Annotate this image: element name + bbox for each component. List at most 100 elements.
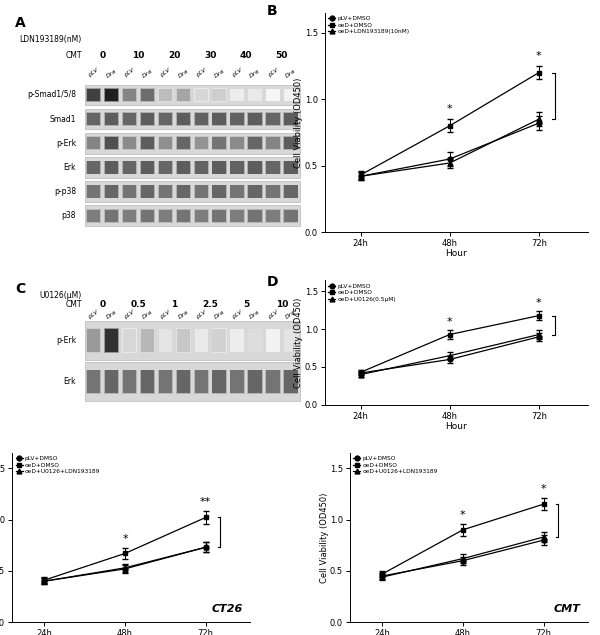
Text: Dra: Dra — [106, 68, 118, 78]
Bar — [105, 113, 118, 125]
Bar — [140, 328, 155, 352]
Bar — [266, 161, 280, 173]
Bar — [158, 370, 172, 394]
Bar — [140, 370, 155, 394]
Bar — [194, 113, 208, 125]
Bar — [283, 209, 298, 222]
Text: 30: 30 — [204, 51, 217, 60]
Bar — [104, 328, 119, 352]
Bar — [265, 370, 281, 394]
Bar — [283, 137, 298, 150]
Text: Erk: Erk — [64, 163, 76, 172]
Text: *: * — [536, 51, 542, 60]
Text: pLV: pLV — [124, 309, 136, 319]
Text: Erk: Erk — [64, 377, 76, 386]
Legend: pLV+DMSO, oeD+DMSO, oeD+U0126(0.5μM): pLV+DMSO, oeD+DMSO, oeD+U0126(0.5μM) — [328, 283, 397, 302]
Text: 40: 40 — [240, 51, 253, 60]
Bar — [230, 209, 245, 222]
Bar — [122, 88, 137, 102]
Bar — [87, 161, 100, 173]
Bar — [176, 370, 191, 394]
Text: pLV: pLV — [195, 309, 207, 319]
Bar — [176, 328, 191, 352]
Text: 50: 50 — [276, 51, 288, 60]
Bar — [122, 328, 137, 352]
Bar — [284, 185, 298, 197]
Bar — [212, 210, 226, 222]
Bar — [105, 210, 118, 222]
Text: U0126(μM): U0126(μM) — [40, 291, 82, 300]
Text: *: * — [122, 534, 128, 544]
Text: C: C — [15, 282, 25, 296]
Legend: pLV+DMSO, oeD+DMSO, oeD+U0126+LDN193189: pLV+DMSO, oeD+DMSO, oeD+U0126+LDN193189 — [15, 456, 100, 475]
Bar — [194, 185, 208, 197]
Bar — [230, 370, 244, 394]
Text: Dra: Dra — [177, 309, 190, 319]
Bar — [141, 370, 154, 394]
Bar — [86, 185, 101, 198]
X-axis label: Hour: Hour — [446, 250, 467, 258]
Bar — [212, 137, 227, 150]
Bar — [104, 161, 119, 174]
Bar — [105, 137, 118, 149]
Text: 0: 0 — [100, 300, 106, 309]
Bar — [158, 113, 172, 125]
Bar — [123, 329, 136, 352]
Bar — [141, 161, 154, 173]
Bar — [284, 210, 298, 222]
Bar — [194, 137, 209, 150]
Bar — [86, 137, 101, 150]
Bar — [140, 161, 155, 174]
Bar — [158, 161, 173, 174]
Text: B: B — [267, 4, 278, 18]
Text: pLV: pLV — [231, 309, 243, 319]
Bar — [176, 370, 190, 394]
Bar — [122, 185, 137, 198]
Text: 20: 20 — [168, 51, 181, 60]
Bar — [123, 89, 136, 101]
Text: *: * — [536, 298, 542, 308]
Bar — [140, 185, 155, 198]
Bar — [158, 89, 172, 101]
Text: pLV: pLV — [267, 68, 279, 78]
Bar — [230, 185, 244, 197]
Bar — [87, 329, 100, 352]
Bar — [122, 112, 137, 126]
Bar — [105, 185, 118, 197]
Bar — [141, 113, 154, 125]
Bar — [158, 137, 172, 149]
Bar — [85, 133, 300, 154]
Bar — [158, 210, 172, 222]
Text: D: D — [267, 275, 278, 289]
Bar — [230, 161, 244, 173]
Bar — [123, 210, 136, 222]
Bar — [87, 113, 100, 125]
Bar — [248, 89, 262, 101]
Bar — [86, 328, 101, 352]
Bar — [158, 88, 173, 102]
Bar — [283, 112, 298, 126]
Text: *: * — [541, 484, 547, 494]
Bar — [105, 329, 118, 352]
Bar — [140, 88, 155, 102]
Bar — [266, 137, 280, 149]
Text: *: * — [447, 317, 452, 327]
X-axis label: Hour: Hour — [446, 422, 467, 431]
Bar — [248, 370, 262, 394]
Bar — [85, 157, 300, 178]
Text: Dra: Dra — [106, 309, 118, 319]
Bar — [284, 161, 298, 173]
Bar — [247, 209, 263, 222]
Bar — [212, 185, 226, 197]
Bar — [230, 113, 244, 125]
Text: *: * — [460, 509, 466, 519]
Text: pLV: pLV — [195, 68, 207, 78]
Bar — [141, 89, 154, 101]
Text: LDN193189(nM): LDN193189(nM) — [20, 34, 82, 44]
Bar — [283, 370, 298, 394]
Text: 5: 5 — [243, 300, 249, 309]
Bar — [283, 185, 298, 198]
Bar — [247, 161, 263, 174]
Bar — [122, 370, 137, 394]
Bar — [85, 205, 300, 226]
